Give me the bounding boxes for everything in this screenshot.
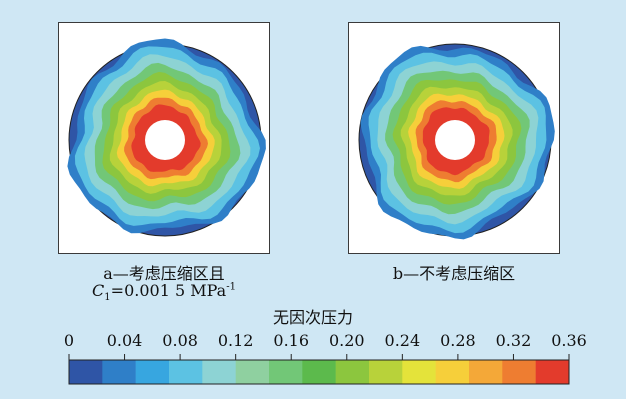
caption-a-symbol: C xyxy=(92,281,105,300)
caption-a: a—考虑压缩区且 xyxy=(103,264,225,283)
colorbar-swatch xyxy=(135,360,170,384)
colorbar-tick-label: 0 xyxy=(64,331,74,350)
colorbar-swatch xyxy=(435,360,470,384)
colorbar-swatch xyxy=(302,360,336,384)
caption-a-value: =0.001 5 MPa xyxy=(110,281,227,300)
caption-b: b—不考虑压缩区 xyxy=(392,264,516,283)
colorbar-swatch xyxy=(402,360,436,384)
colorbar-swatch xyxy=(369,360,403,384)
contour-plot-b xyxy=(358,43,555,240)
colorbar-tick-label: 0.04 xyxy=(107,331,143,350)
contour-panel-b xyxy=(348,22,560,254)
contour-panel-a xyxy=(58,22,270,254)
colorbar-tick-label: 0.08 xyxy=(162,331,198,350)
colorbar-swatch xyxy=(502,360,536,384)
colorbar-swatch xyxy=(469,360,503,384)
colorbar-tick-label: 0.12 xyxy=(218,331,254,350)
colorbar-swatch xyxy=(235,360,270,384)
colorbar-tick-label: 0.36 xyxy=(551,331,587,350)
colorbar-swatch xyxy=(169,360,203,384)
contour-plot-a xyxy=(67,38,266,237)
colorbar-swatch xyxy=(202,360,236,384)
caption-a-subscript: 1 xyxy=(104,292,111,304)
colorbar-tick-label: 0.28 xyxy=(440,331,476,350)
colorbar-swatch xyxy=(102,360,136,384)
caption-a-parameter: C1=0.001 5 MPa-1 xyxy=(58,281,270,303)
colorbar-swatch xyxy=(535,360,570,384)
wellbore-hole xyxy=(435,120,475,160)
colorbar-tick-label: 0.16 xyxy=(273,331,309,350)
colorbar-tick-label: 0.32 xyxy=(496,331,532,350)
colorbar-swatch xyxy=(269,360,303,384)
colorbar-title: 无因次压力 xyxy=(272,308,353,327)
colorbar-tick-label: 0.20 xyxy=(329,331,365,350)
wellbore-hole xyxy=(145,120,185,160)
colorbar-swatch xyxy=(335,360,370,384)
colorbar: 0 0.04 0.08 0.12 0.16 0.20 0.24 0.28 0.32 0.36 xyxy=(64,331,587,385)
colorbar-tick-label: 0.24 xyxy=(385,331,421,350)
colorbar-swatch xyxy=(69,360,103,384)
colorbar-frame xyxy=(68,359,570,385)
caption-a-superscript: -1 xyxy=(226,281,236,293)
